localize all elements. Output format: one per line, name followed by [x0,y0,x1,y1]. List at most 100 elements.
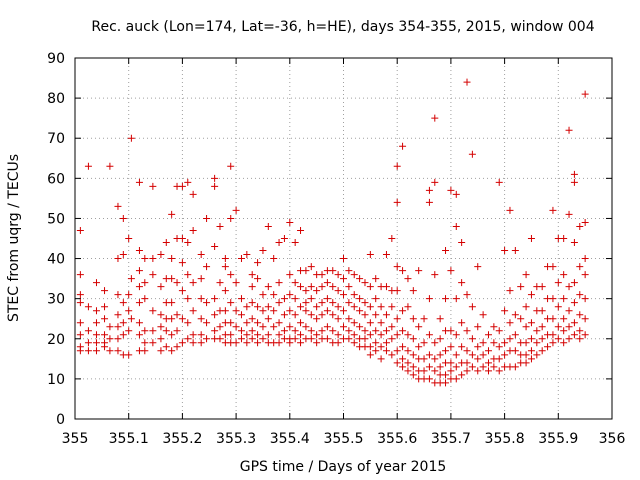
data-point [227,331,235,339]
data-point [291,279,299,287]
data-point [560,315,568,323]
data-point [168,275,176,283]
y-tick-label: 0 [56,412,65,428]
data-point [286,339,294,347]
data-point [323,307,331,315]
data-point [431,367,439,375]
x-tick-label: 355.9 [538,431,578,447]
data-point [92,307,100,315]
data-point [447,367,455,375]
data-point [286,291,294,299]
data-point [119,299,127,307]
data-point [581,90,589,98]
data-point [125,327,133,335]
data-point [425,363,433,371]
data-point [501,339,509,347]
data-point [92,331,100,339]
y-tick-label: 20 [47,332,65,348]
data-point [404,359,412,367]
data-point [377,355,385,363]
data-point [458,343,466,351]
data-point [297,303,305,311]
data-point [302,287,310,295]
data-point [84,347,92,355]
data-point [468,363,476,371]
data-point [350,271,358,279]
data-point [243,303,251,311]
data-point [538,347,546,355]
data-point [237,295,245,303]
data-point [570,239,578,247]
data-point [361,335,369,343]
data-point [495,327,503,335]
data-point [356,307,364,315]
data-point [254,339,262,347]
data-point [76,299,84,307]
data-point [149,339,157,347]
x-tick-label: 355.3 [216,431,256,447]
data-point [372,295,380,303]
data-point [377,303,385,311]
data-point [141,327,149,335]
data-point [442,347,450,355]
y-tick-label: 70 [47,131,65,147]
data-point [114,311,122,319]
data-point [291,295,299,303]
data-point [442,371,450,379]
data-point [484,347,492,355]
y-tick-labels: 0 10 20 30 40 50 60 70 80 90 [47,51,65,428]
data-point [382,339,390,347]
data-point [404,275,412,283]
data-point [501,351,509,359]
data-point [135,299,143,307]
data-point [393,287,401,295]
data-point [522,351,530,359]
data-point [114,347,122,355]
chart-title: Rec. auck (Lon=174, Lat=-36, h=HE), days… [91,19,594,35]
data-point [216,335,224,343]
data-point [474,263,482,271]
data-point [184,319,192,327]
data-point [501,247,509,255]
data-point [259,291,267,299]
data-point [425,375,433,383]
data-point [576,327,584,335]
data-point [157,311,165,319]
data-point [211,311,219,319]
data-point [189,279,197,287]
data-point [549,295,557,303]
data-point [581,255,589,263]
data-point [340,275,347,283]
data-point [76,226,84,234]
data-point [329,327,337,335]
data-point [318,271,326,279]
data-point [570,299,578,307]
data-point [463,359,471,367]
data-point [431,339,439,347]
data-point [307,311,315,319]
data-point [463,291,471,299]
data-point [297,319,305,327]
data-point [436,315,444,323]
data-point [135,247,143,255]
data-point [404,303,412,311]
data-point [302,323,310,331]
data-point [168,210,176,218]
data-point [243,331,251,339]
data-point [232,206,240,214]
data-point [468,335,476,343]
data-point [334,331,342,339]
data-point [479,339,487,347]
data-point [119,214,127,222]
data-point [168,315,176,323]
data-point [232,307,240,315]
data-point [254,275,262,283]
data-point [334,287,342,295]
data-point [313,303,321,311]
data-point [388,323,396,331]
data-point [431,178,439,186]
data-point [549,315,557,323]
data-point [479,311,487,319]
data-point [393,347,401,355]
data-point [323,323,331,331]
